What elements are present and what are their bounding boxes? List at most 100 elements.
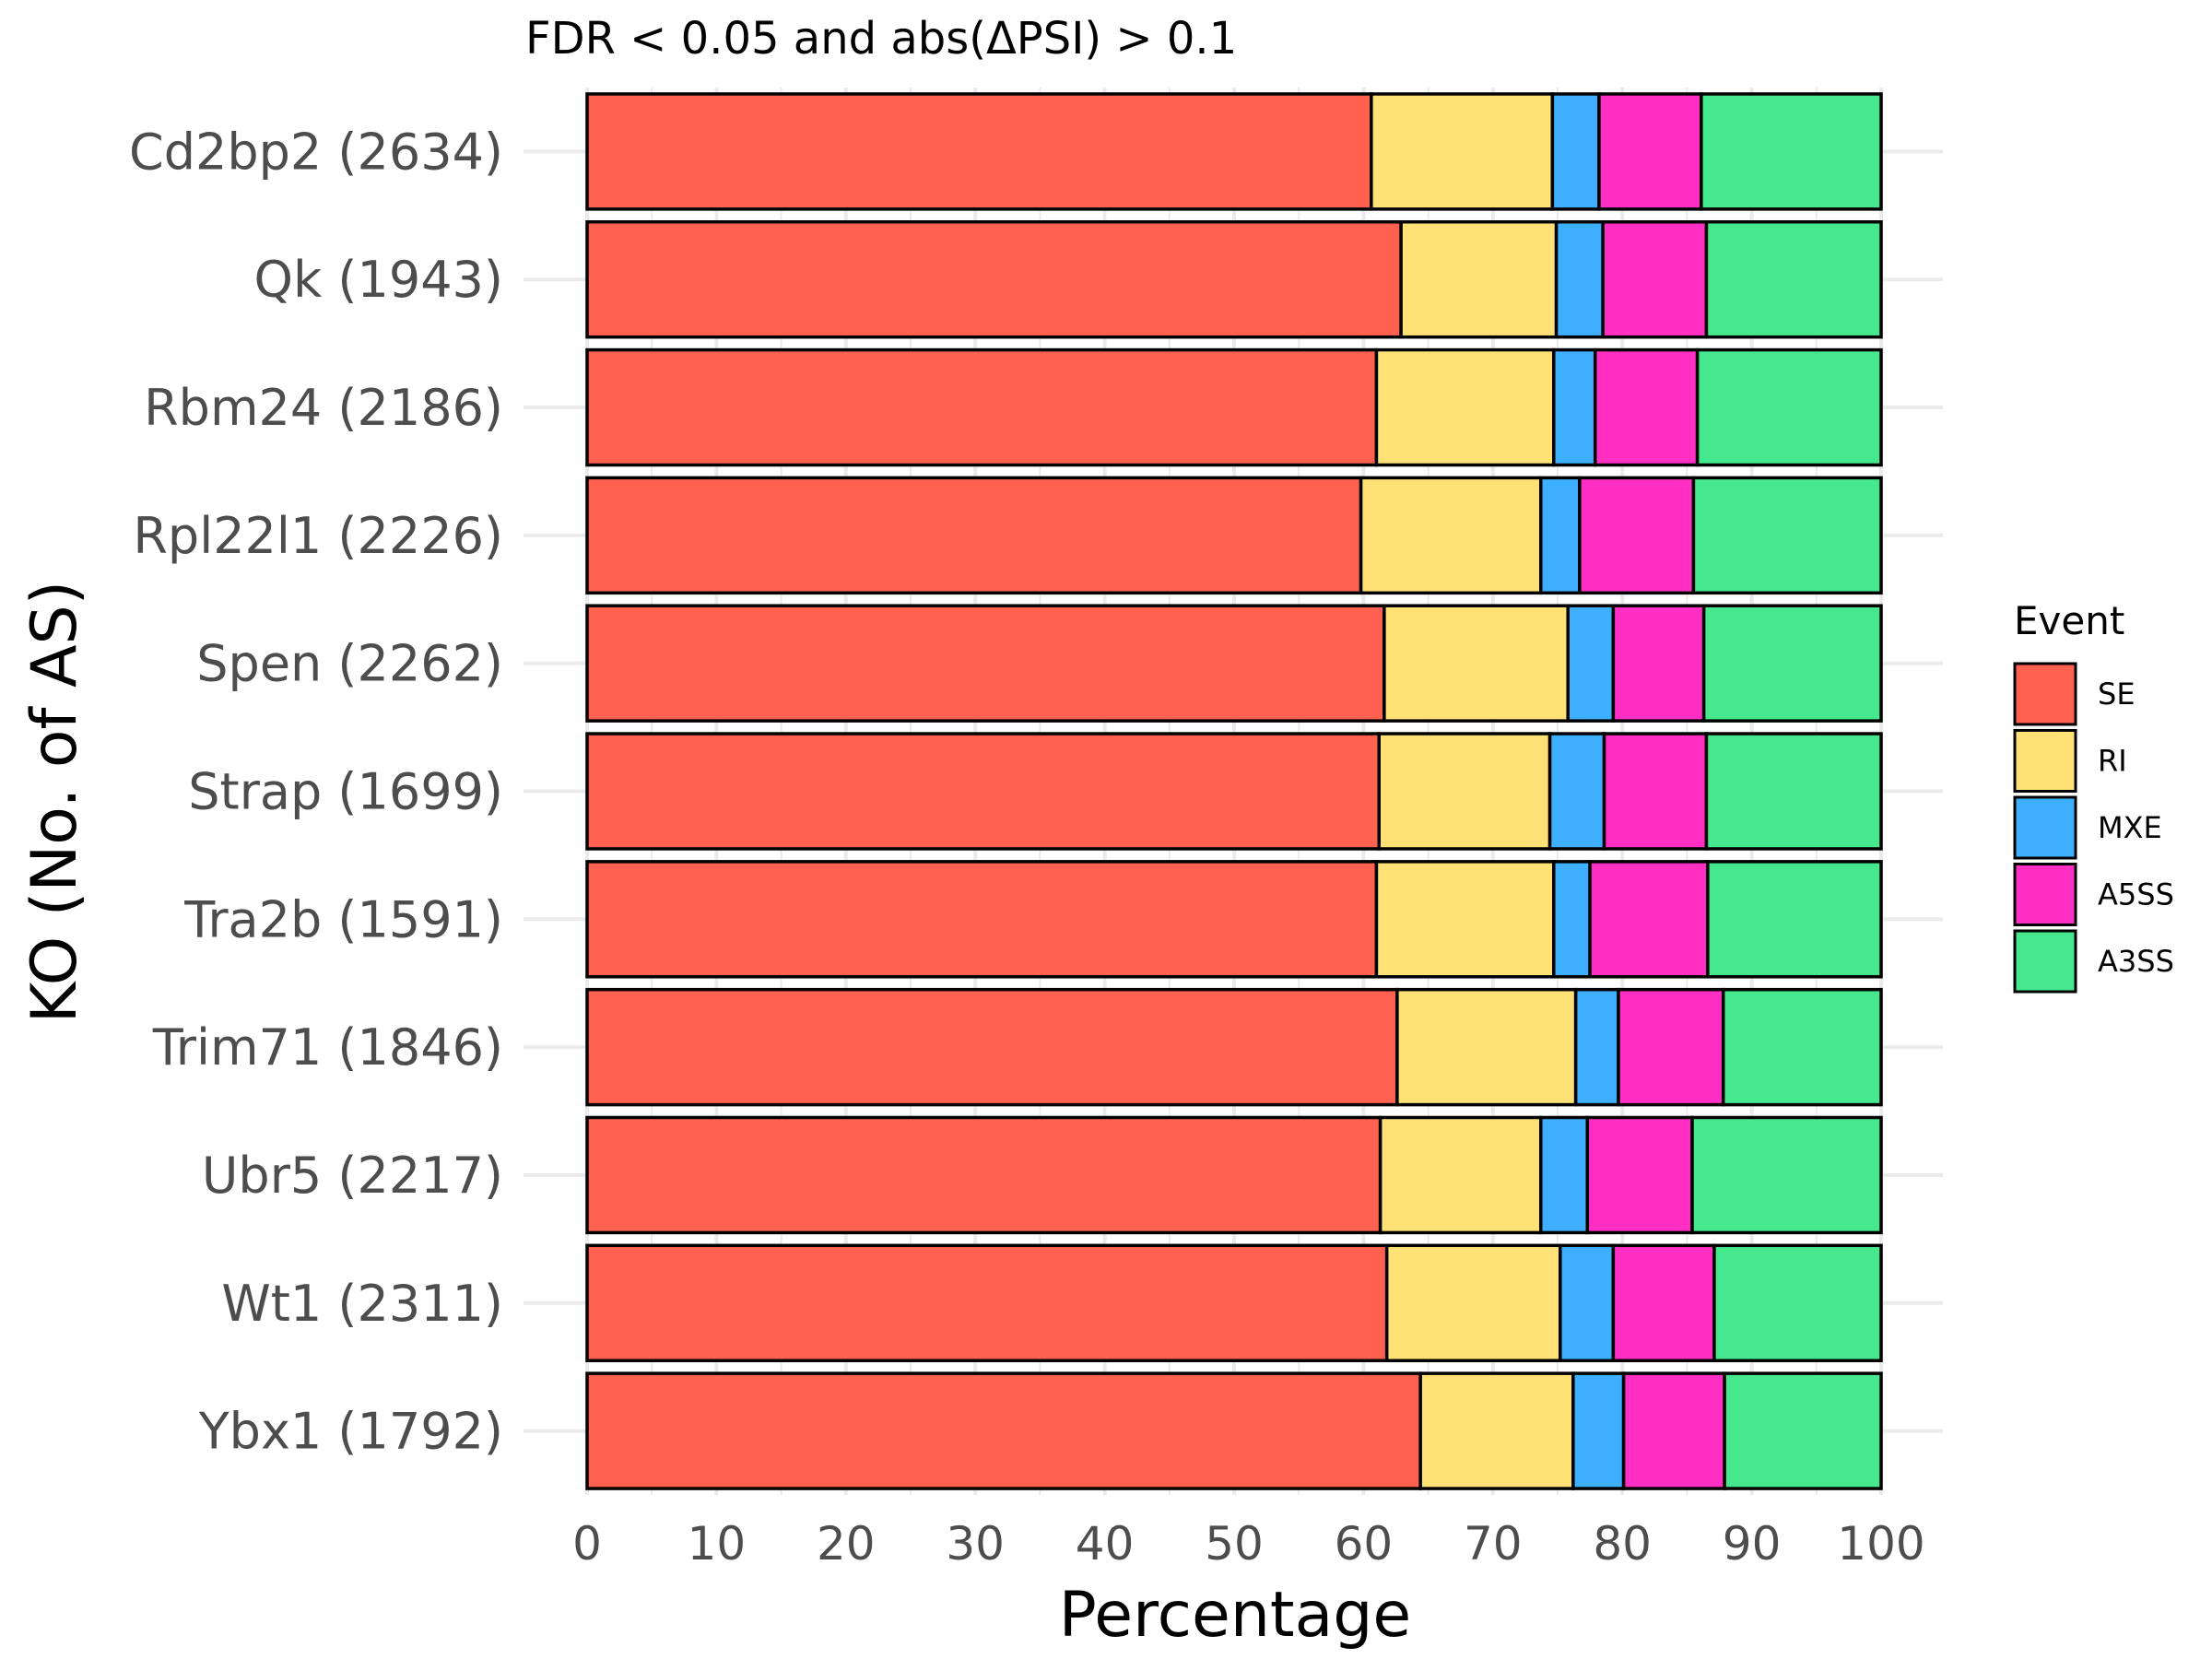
bar-segment-a5ss — [1617, 987, 1725, 1107]
y-tick-label: Spen (2262) — [196, 635, 503, 693]
bar-segment-mxe — [1550, 92, 1601, 211]
bar-segment-mxe — [1552, 860, 1592, 979]
legend-key-se — [2013, 662, 2077, 726]
bar-segment-a5ss — [1611, 604, 1706, 723]
bar-segment-mxe — [1538, 476, 1582, 595]
bar-segment-se — [585, 92, 1373, 211]
x-tick-label: 50 — [1205, 1517, 1264, 1571]
bar-row — [585, 1371, 1883, 1490]
bar-segment-mxe — [1566, 604, 1616, 723]
bar-segment-ri — [1395, 987, 1578, 1107]
y-tick-label: Trim71 (1846) — [152, 1018, 503, 1077]
bar-segment-se — [585, 987, 1399, 1107]
bar-segment-a5ss — [1578, 476, 1696, 595]
bar-segment-se — [585, 732, 1381, 851]
legend-key-a5ss — [2013, 863, 2077, 926]
x-tick-label: 10 — [688, 1517, 747, 1571]
bar-segment-a5ss — [1601, 220, 1709, 339]
legend-key-mxe — [2013, 795, 2077, 860]
bar-segment-ri — [1359, 476, 1543, 595]
y-tick-label: Rpl22l1 (2226) — [133, 507, 503, 565]
bar-row — [585, 604, 1883, 723]
x-tick-label: 20 — [817, 1517, 876, 1571]
bar-segment-ri — [1399, 220, 1559, 339]
bar-segment-se — [585, 1371, 1422, 1490]
bar-segment-a5ss — [1585, 1115, 1694, 1235]
bar-segment-a3ss — [1704, 732, 1883, 851]
x-tick-label: 70 — [1464, 1517, 1523, 1571]
bar-segment-ri — [1418, 1371, 1575, 1490]
bar-segment-mxe — [1559, 1243, 1616, 1362]
legend: Event SE RI MXE A5SS A3SS — [2013, 598, 2174, 994]
x-tick-label: 0 — [572, 1517, 602, 1571]
legend-key-ri — [2013, 729, 2077, 793]
bar-segment-a3ss — [1701, 604, 1883, 723]
y-tick-labels: Cd2bp2 (2634) Qk (1943) Rbm24 (2186) Rpl22l… — [129, 123, 503, 1460]
bar-segment-a3ss — [1695, 347, 1883, 467]
bar-segment-a5ss — [1588, 860, 1710, 979]
bar-row — [585, 347, 1883, 467]
bar-row — [585, 220, 1883, 339]
bar-segment-ri — [1374, 860, 1556, 979]
bar-segment-ri — [1370, 92, 1555, 211]
bar-segment-a3ss — [1723, 1371, 1883, 1490]
bar-segment-a3ss — [1691, 476, 1883, 595]
y-tick-label: Strap (1699) — [188, 763, 503, 821]
bar-segment-ri — [1378, 1115, 1543, 1235]
bar-row — [585, 860, 1883, 979]
bar-row — [585, 1243, 1883, 1362]
bar-segment-se — [585, 604, 1386, 723]
bar-segment-mxe — [1571, 1371, 1626, 1490]
legend-title: Event — [2014, 598, 2124, 643]
legend-label: MXE — [2098, 810, 2162, 845]
chart-title: FDR < 0.05 and abs(ΔPSI) > 0.1 — [525, 13, 1237, 65]
bar-row — [585, 92, 1883, 211]
bar-segment-mxe — [1547, 732, 1606, 851]
legend-label: A5SS — [2098, 877, 2174, 912]
bars-layer — [585, 92, 1883, 1490]
bar-row — [585, 476, 1883, 595]
bar-segment-ri — [1384, 1243, 1562, 1362]
y-tick-label: Cd2bp2 (2634) — [129, 123, 503, 181]
legend-key-a3ss — [2013, 929, 2077, 994]
bar-segment-a3ss — [1704, 220, 1883, 339]
bar-row — [585, 1115, 1883, 1235]
bar-row — [585, 732, 1883, 851]
bar-segment-se — [585, 220, 1403, 339]
x-tick-label: 100 — [1837, 1517, 1924, 1571]
bar-segment-mxe — [1573, 987, 1620, 1107]
y-tick-label: Tra2b (1591) — [183, 890, 503, 948]
bar-segment-se — [585, 1115, 1382, 1235]
x-tick-label: 60 — [1335, 1517, 1394, 1571]
y-tick-label: Ubr5 (2217) — [202, 1147, 503, 1205]
legend-label: SE — [2098, 677, 2136, 712]
y-tick-label: Wt1 (2311) — [221, 1275, 503, 1333]
bar-segment-a5ss — [1611, 1243, 1716, 1362]
bar-segment-se — [585, 1243, 1389, 1362]
x-axis-title: Percentage — [1059, 1579, 1412, 1652]
bar-segment-a5ss — [1621, 1371, 1726, 1490]
bar-segment-a5ss — [1593, 347, 1700, 467]
bar-segment-a3ss — [1706, 860, 1883, 979]
bar-segment-a3ss — [1712, 1243, 1883, 1362]
x-tick-label: 90 — [1723, 1517, 1782, 1571]
bar-segment-mxe — [1552, 347, 1597, 467]
y-axis-title: KO (No. of AS) — [18, 581, 91, 1023]
bar-segment-mxe — [1538, 1115, 1590, 1235]
x-tick-label: 30 — [946, 1517, 1005, 1571]
bar-segment-a3ss — [1721, 987, 1883, 1107]
y-tick-label: Qk (1943) — [253, 251, 503, 309]
bar-segment-a5ss — [1597, 92, 1703, 211]
bar-row — [585, 987, 1883, 1107]
bar-segment-se — [585, 476, 1363, 595]
bar-segment-mxe — [1554, 220, 1605, 339]
legend-label: RI — [2098, 744, 2127, 779]
bar-segment-ri — [1377, 732, 1552, 851]
bar-segment-ri — [1382, 604, 1570, 723]
y-tick-label: Rbm24 (2186) — [144, 379, 503, 437]
bar-segment-se — [585, 860, 1379, 979]
x-tick-labels: 0 10 20 30 40 50 60 70 80 90 100 — [572, 1517, 1925, 1571]
x-tick-label: 80 — [1593, 1517, 1652, 1571]
bar-segment-a3ss — [1700, 92, 1883, 211]
